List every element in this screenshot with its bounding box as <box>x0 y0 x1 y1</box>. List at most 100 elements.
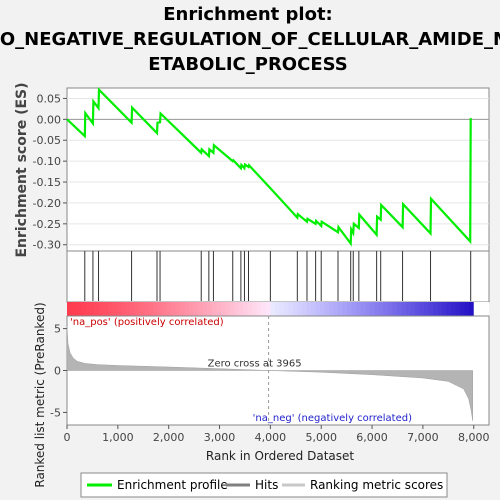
heatmap-cell <box>406 302 411 316</box>
heatmap-cell <box>130 302 135 316</box>
heatmap-cell <box>347 302 352 316</box>
heatmap-cell <box>298 302 303 316</box>
heatmap-cell <box>374 302 379 316</box>
es-y-tick-label: -0.15 <box>33 176 61 189</box>
heatmap-cell <box>361 302 366 316</box>
es-y-tick-label: -0.05 <box>33 134 61 147</box>
heatmap-cell <box>433 302 438 316</box>
es-y-tick-label: -0.20 <box>33 197 61 210</box>
heatmap-cell <box>379 302 384 316</box>
heatmap-cell <box>85 302 90 316</box>
x-tick-label: 8,000 <box>458 431 490 444</box>
heatmap-cell <box>270 302 275 316</box>
heatmap-cell <box>103 302 108 316</box>
heatmap-cell <box>157 302 162 316</box>
metric-y-tick-label: 5 <box>54 323 61 336</box>
zero-cross-label: Zero cross at 3965 <box>208 359 302 370</box>
heatmap-cell <box>252 302 257 316</box>
heatmap-cell <box>248 302 253 316</box>
heatmap-cell <box>153 302 158 316</box>
heatmap-cell <box>442 302 447 316</box>
heatmap-cell <box>194 302 199 316</box>
metric-y-tick-label: -5 <box>50 406 61 419</box>
heatmap-cell <box>90 302 95 316</box>
heatmap-cell <box>243 302 248 316</box>
heatmap-cell <box>289 302 294 316</box>
heatmap-cell <box>162 302 167 316</box>
heatmap-cell <box>81 302 86 316</box>
heatmap-cell <box>221 302 226 316</box>
heatmap-cell <box>429 302 434 316</box>
heatmap-cell <box>112 302 117 316</box>
heatmap-cell <box>225 302 230 316</box>
heatmap-cell <box>180 302 185 316</box>
es-y-tick-label: 0.00 <box>37 113 62 126</box>
title-line-1: Enrichment plot: <box>163 4 333 25</box>
heatmap-cell <box>121 302 126 316</box>
heatmap-cell <box>216 302 221 316</box>
heatmap-cell <box>148 302 153 316</box>
heatmap-cell <box>257 302 262 316</box>
neg-label: 'na_neg' (negatively correlated) <box>253 413 412 424</box>
heatmap-cell <box>334 302 339 316</box>
legend-hits-label: Hits <box>255 478 278 492</box>
heatmap-cell <box>176 302 181 316</box>
heatmap-cell <box>307 302 312 316</box>
heatmap-cell <box>279 302 284 316</box>
heatmap-pad <box>474 302 489 316</box>
heatmap-cell <box>415 302 420 316</box>
heatmap-cell <box>284 302 289 316</box>
heatmap-cell <box>266 302 271 316</box>
legend-metric-label: Ranking metric scores <box>310 478 443 492</box>
heatmap-cell <box>135 302 140 316</box>
heatmap-cell <box>171 302 176 316</box>
heatmap-cell <box>401 302 406 316</box>
heatmap-cell <box>139 302 144 316</box>
heatmap-cell <box>117 302 122 316</box>
heatmap-cell <box>456 302 461 316</box>
x-tick-label: 6,000 <box>356 431 388 444</box>
heatmap-cell <box>329 302 334 316</box>
heatmap-cell <box>447 302 452 316</box>
heatmap-cell <box>234 302 239 316</box>
heatmap-cell <box>316 302 321 316</box>
heatmap-cell <box>230 302 235 316</box>
heatmap-cell <box>356 302 361 316</box>
heatmap-cell <box>438 302 443 316</box>
x-tick-label: 2,000 <box>153 431 185 444</box>
heatmap-cell <box>365 302 370 316</box>
ranking-heatmap-bar <box>67 302 489 316</box>
x-tick-label: 5,000 <box>305 431 337 444</box>
heatmap-cell <box>275 302 280 316</box>
heatmap-cell <box>343 302 348 316</box>
heatmap-cell <box>352 302 357 316</box>
metric-y-ticks: 5 0 -5 <box>50 323 67 420</box>
es-y-tick-label: 0.05 <box>37 92 62 105</box>
heatmap-cell <box>239 302 244 316</box>
es-y-tick-label: -0.10 <box>33 155 61 168</box>
heatmap-cell <box>465 302 470 316</box>
x-axis-ticks: 0 1,000 2,000 3,000 4,000 5,000 6,000 7,000 8,00… <box>64 425 490 444</box>
es-plot-area <box>67 88 489 251</box>
heatmap-cell <box>338 302 343 316</box>
heatmap-cell <box>94 302 99 316</box>
heatmap-cell <box>397 302 402 316</box>
x-tick-label: 0 <box>64 431 71 444</box>
heatmap-cell <box>469 302 474 316</box>
x-tick-label: 3,000 <box>204 431 236 444</box>
heatmap-cell <box>325 302 330 316</box>
heatmap-cell <box>72 302 77 316</box>
title-line-2: GO_NEGATIVE_REGULATION_OF_CELLULAR_AMIDE… <box>0 29 500 50</box>
heatmap-cell <box>411 302 416 316</box>
heatmap-cell <box>320 302 325 316</box>
es-y-ticks: 0.05 0.00 -0.05 -0.10 -0.15 -0.20 -0.25 -0.30 <box>33 92 67 251</box>
heatmap-cell <box>261 302 266 316</box>
es-y-tick-label: -0.30 <box>33 239 61 252</box>
heatmap-cell <box>460 302 465 316</box>
heatmap-cell <box>383 302 388 316</box>
title-line-3: ETABOLIC_PROCESS <box>148 54 348 75</box>
heatmap-cell <box>198 302 203 316</box>
heatmap-cell <box>207 302 212 316</box>
heatmap-cell <box>370 302 375 316</box>
es-y-axis-label: Enrichment score (ES) <box>14 82 30 257</box>
